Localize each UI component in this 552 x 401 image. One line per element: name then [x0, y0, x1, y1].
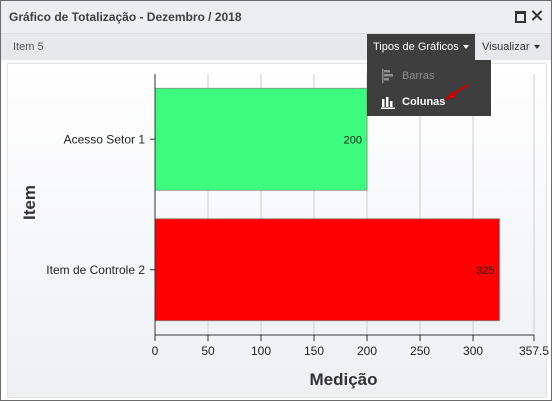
x-tick-label: 300 [463, 344, 483, 358]
bar [154, 218, 500, 322]
chevron-down-icon [533, 45, 540, 50]
x-tick-label: 50 [201, 344, 215, 358]
toolbar: Item 5 Tipos de Gráficos Visualizar [1, 34, 551, 60]
menu-item-columns-label: Colunas [402, 96, 446, 108]
bar [154, 87, 368, 191]
maximize-icon[interactable] [514, 10, 526, 23]
x-tick-label: 100 [251, 344, 271, 358]
chart-types-button[interactable]: Tipos de Gráficos [367, 34, 475, 60]
x-tick-label: 150 [304, 344, 324, 358]
bar-data-label: 200 [344, 134, 362, 146]
title-bar: Gráfico de Totalização - Dezembro / 2018 [1, 1, 551, 34]
horizontal-bars-icon [382, 69, 393, 83]
window-title: Gráfico de Totalização - Dezembro / 2018 [9, 10, 242, 24]
x-tick-label: 250 [410, 344, 430, 358]
chart-types-label: Tipos de Gráficos [373, 41, 459, 53]
x-tick-label: 0 [152, 344, 159, 358]
chart-types-menu: Barras Colunas [367, 60, 491, 116]
y-axis-title: Item [20, 185, 39, 220]
category-tick-label: Acesso Setor 1 [64, 132, 146, 146]
x-tick-label: 357.5 [519, 344, 549, 358]
bar-data-label: 325 [476, 265, 494, 277]
x-axis-title: Medição [309, 370, 377, 389]
chevron-down-icon [462, 45, 469, 50]
view-label: Visualizar [482, 41, 530, 53]
menu-item-bars-label: Barras [402, 70, 435, 82]
x-tick-label: 200 [357, 344, 377, 358]
item-label: Item 5 [13, 41, 44, 53]
view-button[interactable]: Visualizar [476, 34, 546, 60]
column-chart-icon [381, 97, 395, 109]
category-tick-label: Item de Controle 2 [46, 263, 145, 277]
